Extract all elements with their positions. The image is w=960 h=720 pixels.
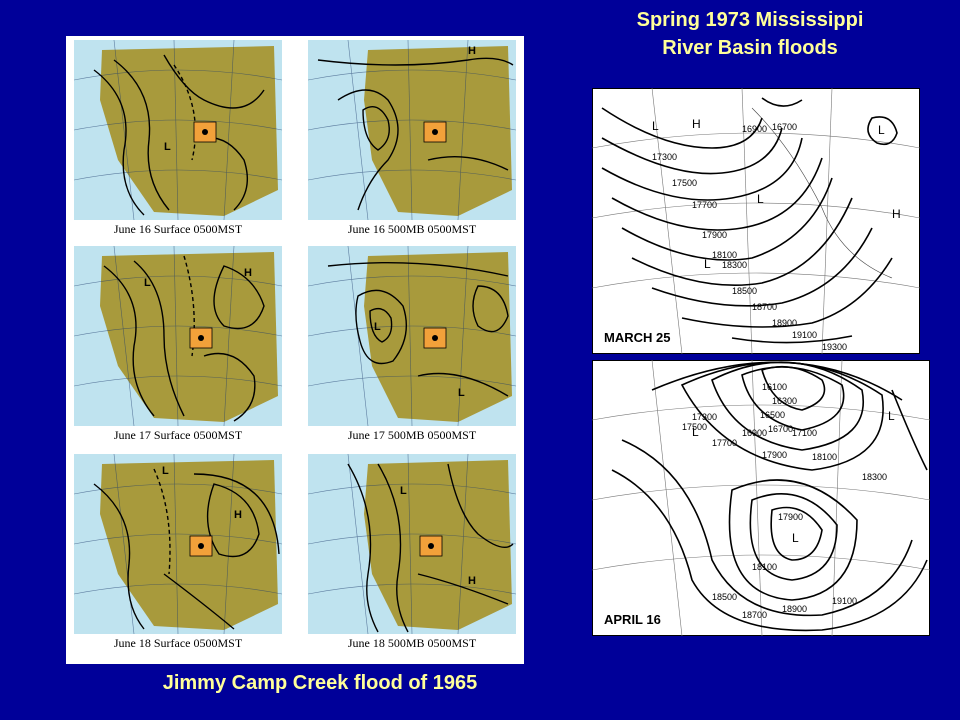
svg-text:18900: 18900 bbox=[782, 604, 807, 614]
svg-text:L: L bbox=[374, 321, 381, 333]
svg-text:L: L bbox=[757, 192, 764, 206]
weather-map-graphic: H L bbox=[74, 246, 282, 426]
svg-text:H: H bbox=[468, 45, 476, 57]
svg-text:L: L bbox=[144, 277, 151, 289]
svg-text:H: H bbox=[244, 267, 252, 279]
jimmy-camp-maps-panel: L June 16 Surface 0500MST H June 16 500M… bbox=[66, 36, 524, 664]
map-june17-500mb: L L June 17 500MB 0500MST bbox=[308, 246, 516, 442]
svg-text:L: L bbox=[164, 141, 171, 153]
svg-text:L: L bbox=[692, 425, 699, 439]
svg-text:18500: 18500 bbox=[732, 286, 757, 296]
svg-text:L: L bbox=[704, 257, 711, 271]
weather-map-graphic: L H bbox=[74, 454, 282, 634]
map-june16-surface: L June 16 Surface 0500MST bbox=[74, 40, 282, 236]
svg-text:17700: 17700 bbox=[712, 438, 737, 448]
title-line-1: Spring 1973 Mississippi bbox=[560, 6, 940, 34]
map-label: June 16 500MB 0500MST bbox=[308, 222, 516, 237]
svg-text:17900: 17900 bbox=[778, 512, 803, 522]
svg-text:L: L bbox=[162, 465, 169, 477]
slide-caption: Jimmy Camp Creek flood of 1965 bbox=[66, 672, 574, 695]
svg-text:16900: 16900 bbox=[742, 428, 767, 438]
weather-map-graphic: L bbox=[74, 40, 282, 220]
weather-map-graphic: L L bbox=[308, 246, 516, 426]
weather-map-graphic: H bbox=[308, 40, 516, 220]
map-label: June 18 500MB 0500MST bbox=[308, 636, 516, 651]
svg-text:17900: 17900 bbox=[762, 450, 787, 460]
svg-text:18500: 18500 bbox=[712, 592, 737, 602]
svg-text:16900: 16900 bbox=[742, 124, 767, 134]
svg-text:17100: 17100 bbox=[792, 428, 817, 438]
svg-text:17900: 17900 bbox=[702, 230, 727, 240]
svg-text:17300: 17300 bbox=[652, 152, 677, 162]
map-june17-surface: H L June 17 Surface 0500MST bbox=[74, 246, 282, 442]
map-date-label: MARCH 25 bbox=[604, 330, 670, 345]
svg-text:19100: 19100 bbox=[792, 330, 817, 340]
svg-text:L: L bbox=[792, 531, 799, 545]
svg-text:H: H bbox=[892, 207, 901, 221]
svg-text:L: L bbox=[652, 119, 659, 133]
map-label: June 17 500MB 0500MST bbox=[308, 428, 516, 443]
svg-text:18100: 18100 bbox=[752, 562, 777, 572]
svg-text:17500: 17500 bbox=[672, 178, 697, 188]
svg-text:18100: 18100 bbox=[812, 452, 837, 462]
svg-text:L: L bbox=[888, 409, 895, 423]
map-april16: 16100 16300 16500 16700 16900 17100 17300 175… bbox=[592, 360, 930, 636]
svg-text:18300: 18300 bbox=[862, 472, 887, 482]
svg-text:18300: 18300 bbox=[722, 260, 747, 270]
title-line-2: River Basin floods bbox=[560, 34, 940, 62]
map-june16-500mb: H June 16 500MB 0500MST bbox=[308, 40, 516, 236]
svg-text:18900: 18900 bbox=[772, 318, 797, 328]
svg-text:18700: 18700 bbox=[742, 610, 767, 620]
svg-text:L: L bbox=[878, 123, 885, 137]
svg-text:18700: 18700 bbox=[752, 302, 777, 312]
svg-text:16300: 16300 bbox=[772, 396, 797, 406]
svg-text:16700: 16700 bbox=[768, 424, 793, 434]
svg-text:16100: 16100 bbox=[762, 382, 787, 392]
weather-map-graphic: L H bbox=[308, 454, 516, 634]
svg-text:L: L bbox=[400, 485, 407, 497]
map-label: June 17 Surface 0500MST bbox=[74, 428, 282, 443]
slide-title: Spring 1973 Mississippi River Basin floo… bbox=[560, 6, 940, 62]
svg-text:18100: 18100 bbox=[712, 250, 737, 260]
map-label: June 16 Surface 0500MST bbox=[74, 222, 282, 237]
map-june18-surface: L H June 18 Surface 0500MST bbox=[74, 454, 282, 650]
map-date-label: APRIL 16 bbox=[604, 612, 661, 627]
map-label: June 18 Surface 0500MST bbox=[74, 636, 282, 651]
map-june18-500mb: L H June 18 500MB 0500MST bbox=[308, 454, 516, 650]
svg-text:19100: 19100 bbox=[832, 596, 857, 606]
svg-text:H: H bbox=[468, 575, 476, 587]
svg-text:16700: 16700 bbox=[772, 122, 797, 132]
svg-text:H: H bbox=[234, 509, 242, 521]
svg-text:17700: 17700 bbox=[692, 200, 717, 210]
svg-text:L: L bbox=[458, 387, 465, 399]
svg-text:19300: 19300 bbox=[822, 342, 847, 352]
svg-text:16500: 16500 bbox=[760, 410, 785, 420]
svg-text:17300: 17300 bbox=[692, 412, 717, 422]
map-march25: 17300 17500 17700 17900 18100 18300 18500 187… bbox=[592, 88, 920, 354]
svg-text:H: H bbox=[692, 117, 701, 131]
